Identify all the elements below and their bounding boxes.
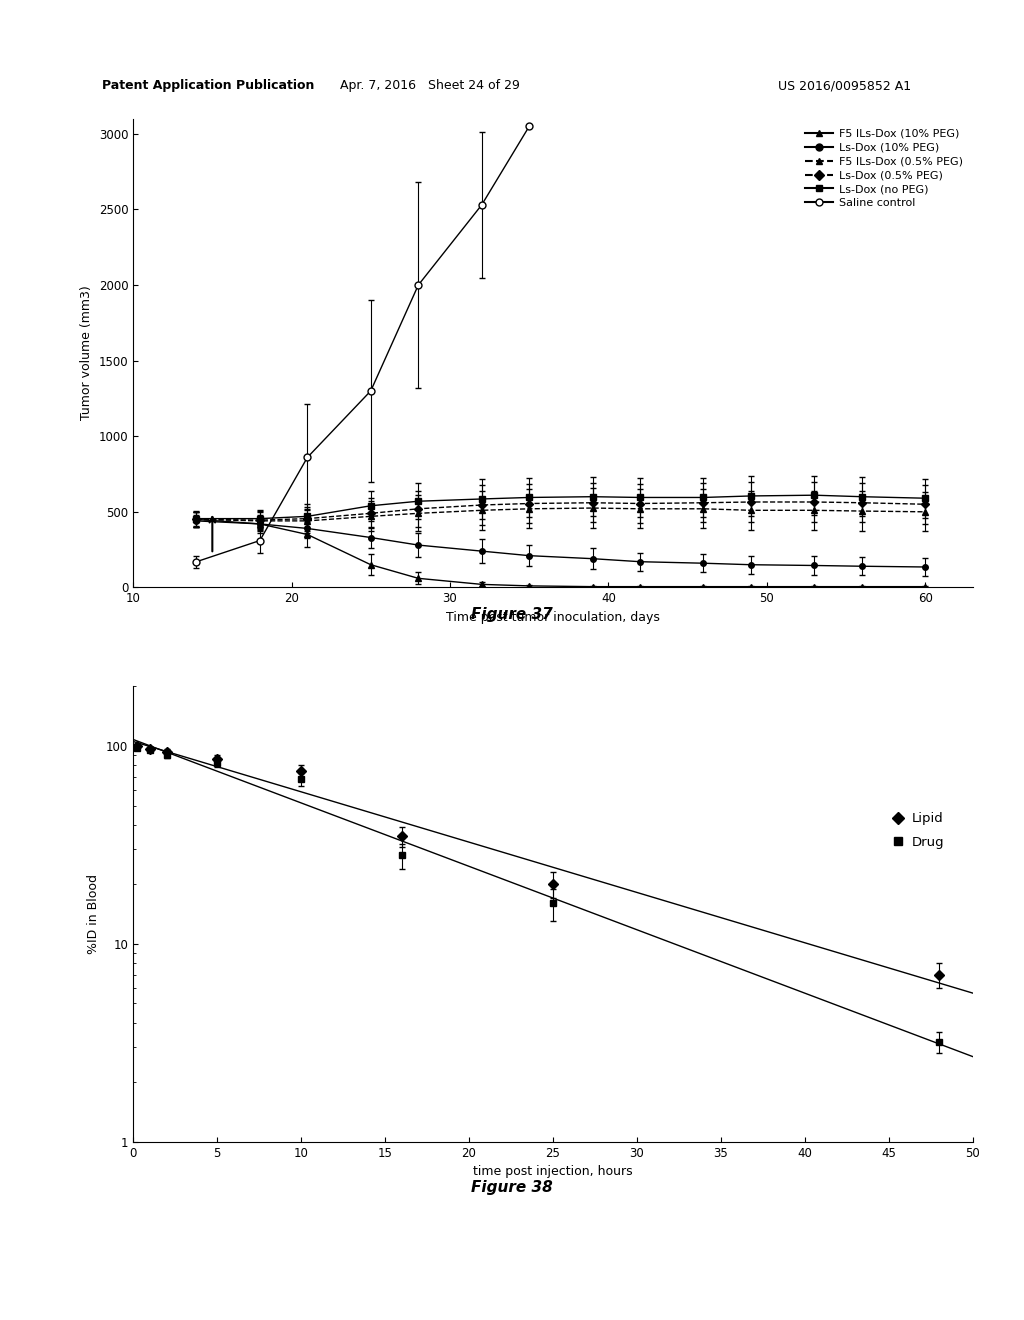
Legend: F5 ILs-Dox (10% PEG), Ls-Dox (10% PEG), F5 ILs-Dox (0.5% PEG), Ls-Dox (0.5% PEG): F5 ILs-Dox (10% PEG), Ls-Dox (10% PEG), … <box>801 124 968 213</box>
Y-axis label: %ID in Blood: %ID in Blood <box>87 874 100 954</box>
X-axis label: time post injection, hours: time post injection, hours <box>473 1166 633 1179</box>
Text: Figure 38: Figure 38 <box>471 1180 553 1195</box>
Text: US 2016/0095852 A1: US 2016/0095852 A1 <box>778 79 911 92</box>
Text: Figure 37: Figure 37 <box>471 607 553 622</box>
Y-axis label: Tumor volume (mm3): Tumor volume (mm3) <box>80 285 93 421</box>
Legend: Lipid, Drug: Lipid, Drug <box>887 807 949 854</box>
Text: Patent Application Publication: Patent Application Publication <box>102 79 314 92</box>
Text: Apr. 7, 2016   Sheet 24 of 29: Apr. 7, 2016 Sheet 24 of 29 <box>340 79 520 92</box>
X-axis label: Time post tumor inoculation, days: Time post tumor inoculation, days <box>446 611 659 624</box>
